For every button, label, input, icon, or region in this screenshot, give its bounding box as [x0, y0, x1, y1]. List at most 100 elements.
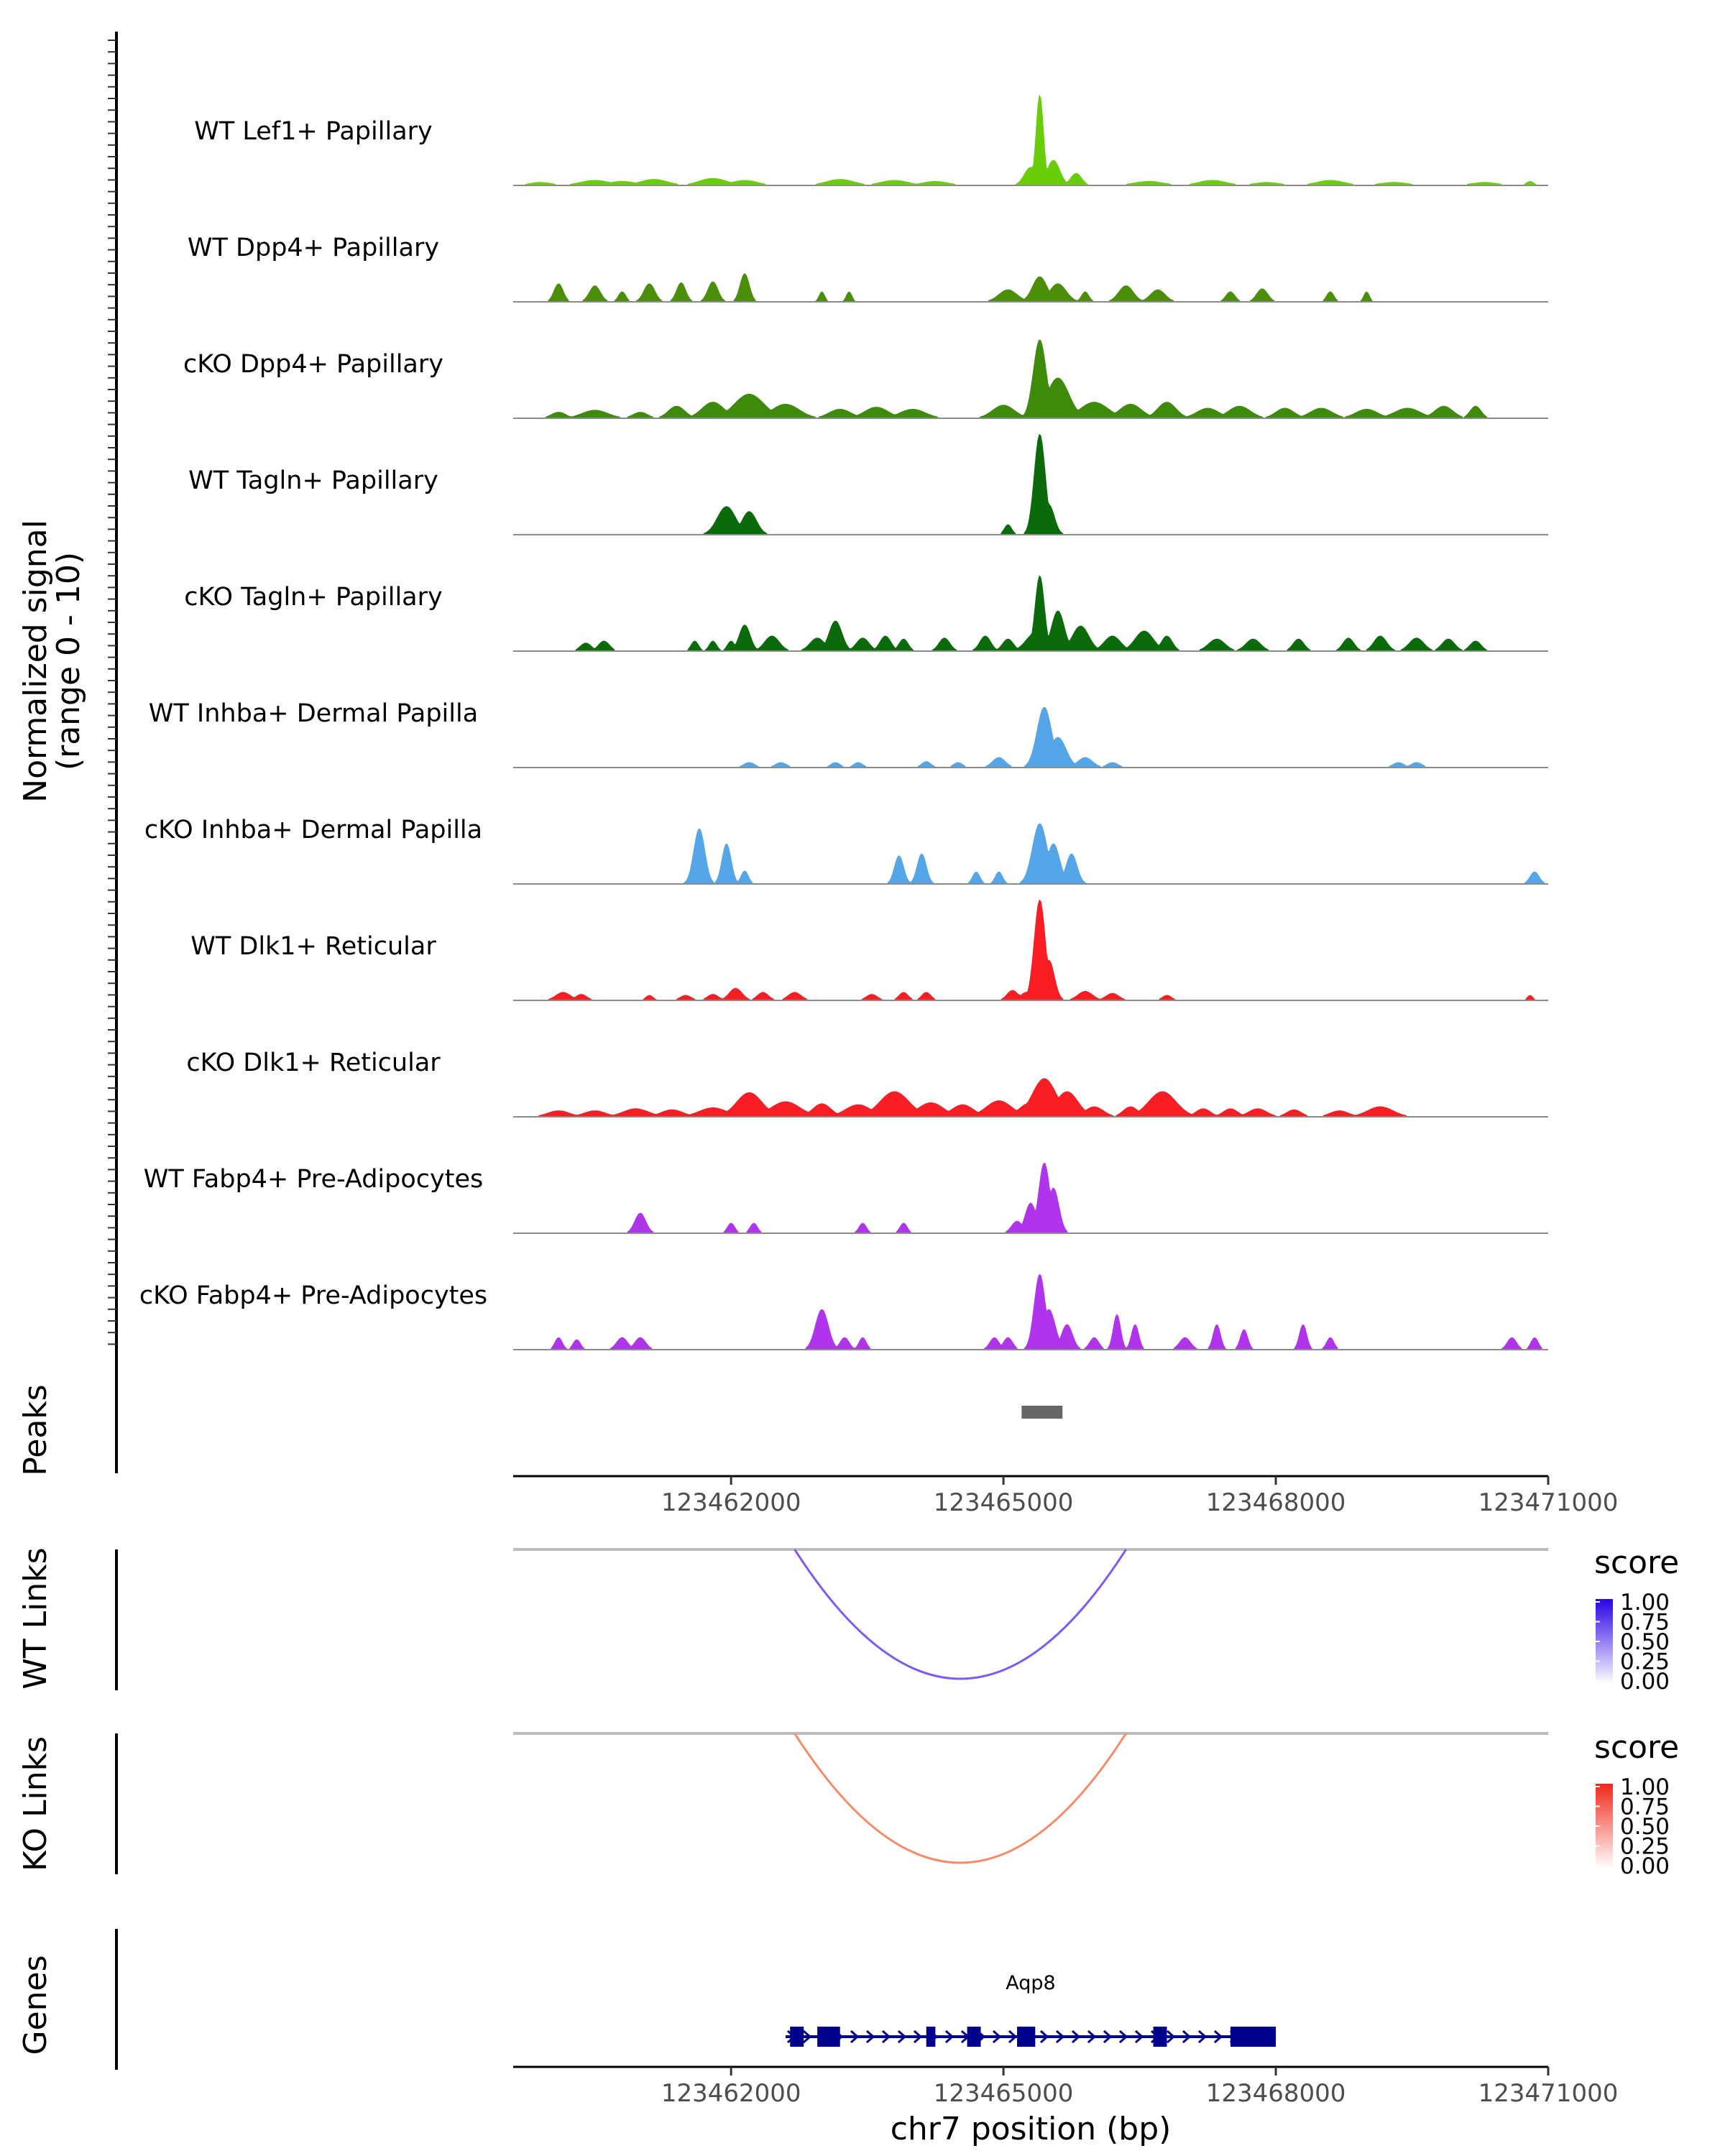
track-4: cKO Tagln+ Papillary — [184, 575, 1548, 652]
strand-arrow — [1134, 2030, 1144, 2044]
track-label: WT Tagln+ Papillary — [188, 466, 438, 495]
exon — [1230, 2027, 1276, 2047]
track-7: WT Dlk1+ Reticular — [190, 899, 1548, 1001]
legend-tick-label: 1.00 — [1620, 1774, 1670, 1800]
strand-arrow — [944, 2030, 954, 2044]
track-label: cKO Inhba+ Dermal Papilla — [144, 816, 482, 844]
peaks-label: Peaks — [17, 1384, 54, 1475]
strand-arrow — [1008, 2030, 1018, 2044]
strand-arrow — [802, 2030, 812, 2044]
strand-arrow — [865, 2030, 875, 2044]
track-label: cKO Fabp4+ Pre-Adipocytes — [139, 1281, 487, 1310]
x-axis-title: chr7 position (bp) — [891, 2111, 1172, 2147]
track-label: WT Fabp4+ Pre-Adipocytes — [144, 1165, 483, 1194]
legend-tick-label: 0.50 — [1620, 1629, 1670, 1655]
strand-arrow — [1197, 2030, 1208, 2044]
strand-arrow — [1118, 2030, 1128, 2044]
link-arc — [794, 1733, 1127, 1864]
exon — [967, 2027, 981, 2047]
strand-arrow — [897, 2030, 907, 2044]
strand-arrow — [1055, 2030, 1065, 2044]
genes-label: Genes — [17, 1955, 54, 2055]
track-10: cKO Fabp4+ Pre-Adipocytes — [139, 1273, 1548, 1350]
x-tick-label: 123462000 — [661, 2079, 801, 2108]
coverage-area — [513, 899, 1548, 1001]
coverage-y-axis — [108, 32, 118, 1355]
legend-tick-label: 1.00 — [1620, 1590, 1670, 1616]
legend-tick-label: 0.00 — [1620, 1853, 1670, 1879]
x-tick-label: 123468000 — [1206, 2079, 1346, 2108]
strand-arrow — [1039, 2030, 1049, 2044]
legend-title: score — [1594, 1544, 1679, 1581]
track-6: cKO Inhba+ Dermal Papilla — [144, 816, 1548, 885]
links-label: KO Links — [17, 1736, 54, 1871]
coverage-area — [513, 575, 1548, 652]
genes-panel: Genes Aqp8 — [17, 1929, 1276, 2070]
coverage-area — [513, 1078, 1548, 1118]
x-tick-label: 123471000 — [1478, 1488, 1619, 1517]
x-tick-label: 123468000 — [1206, 1488, 1346, 1517]
links-label: WT Links — [17, 1547, 54, 1689]
track-2: cKO Dpp4+ Papillary — [183, 339, 1548, 419]
strand-arrow — [850, 2030, 860, 2044]
x-axis-lower: 123462000 123465000 123468000 123471000 — [513, 2065, 1619, 2108]
links-panel-0: WT Links score 1.000.750.500.250.00 — [17, 1544, 1679, 1695]
legend-tick-label: 0.00 — [1620, 1669, 1670, 1695]
track-9: WT Fabp4+ Pre-Adipocytes — [144, 1163, 1548, 1234]
coverage-area — [513, 273, 1548, 303]
coverage-area — [513, 1163, 1548, 1234]
track-label: WT Inhba+ Dermal Papilla — [149, 699, 478, 728]
exon — [1153, 2027, 1167, 2047]
track-8: cKO Dlk1+ Reticular — [186, 1049, 1548, 1118]
track-5: WT Inhba+ Dermal Papilla — [149, 699, 1548, 768]
coverage-area — [513, 706, 1548, 768]
strand-arrow — [1071, 2030, 1081, 2044]
x-tick-label: 123465000 — [934, 2079, 1074, 2108]
peak-region — [1021, 1406, 1063, 1419]
strand-arrow — [1182, 2030, 1192, 2044]
track-3: WT Tagln+ Papillary — [188, 433, 1548, 535]
exon — [926, 2027, 936, 2047]
y-axis-label-line2: (range 0 - 10) — [50, 552, 87, 770]
track-label: cKO Dlk1+ Reticular — [186, 1049, 441, 1077]
x-axis-upper: 123462000 123465000 123468000 123471000 — [513, 1475, 1619, 1517]
coverage-area — [513, 823, 1548, 885]
legend-title: score — [1594, 1729, 1679, 1766]
track-label: WT Lef1+ Papillary — [194, 117, 433, 146]
x-tick-label: 123471000 — [1478, 2079, 1619, 2108]
strand-arrow — [1213, 2030, 1223, 2044]
coverage-area — [513, 1273, 1548, 1350]
peaks-panel: Peaks — [17, 1348, 1063, 1476]
x-tick-label: 123465000 — [934, 1488, 1074, 1517]
coverage-area — [513, 339, 1548, 419]
strand-arrow — [881, 2030, 891, 2044]
strand-arrow — [1103, 2030, 1113, 2044]
exon — [790, 2027, 804, 2047]
links-panel-1: KO Links score 1.000.750.500.250.00 — [17, 1729, 1679, 1879]
exon — [1017, 2027, 1036, 2047]
strand-arrow — [992, 2030, 1002, 2044]
y-axis-label-line1: Normalized signal — [17, 520, 54, 803]
legend-tick-label: 0.50 — [1620, 1814, 1670, 1840]
track-1: WT Dpp4+ Papillary — [188, 234, 1548, 303]
coverage-tracks: WT Lef1+ Papillary WT Dpp4+ Papillary cKO … — [139, 94, 1548, 1350]
coverage-area — [513, 94, 1548, 186]
track-label: WT Dpp4+ Papillary — [188, 234, 439, 262]
legend-tick-label: 0.75 — [1620, 1610, 1670, 1636]
strand-arrow — [1166, 2030, 1176, 2044]
track-0: WT Lef1+ Papillary — [194, 94, 1548, 186]
gene-name-label: Aqp8 — [1006, 1972, 1055, 1994]
x-tick-label: 123462000 — [661, 1488, 801, 1517]
legend-tick-label: 0.75 — [1620, 1795, 1670, 1820]
track-label: cKO Dpp4+ Papillary — [183, 350, 443, 379]
strand-arrow — [1087, 2030, 1097, 2044]
track-label: cKO Tagln+ Papillary — [184, 583, 443, 612]
legend-tick-label: 0.25 — [1620, 1649, 1670, 1675]
exon — [817, 2027, 840, 2047]
track-label: WT Dlk1+ Reticular — [190, 932, 436, 961]
strand-arrow — [913, 2030, 923, 2044]
coverage-area — [513, 433, 1548, 535]
legend-tick-label: 0.25 — [1620, 1834, 1670, 1860]
